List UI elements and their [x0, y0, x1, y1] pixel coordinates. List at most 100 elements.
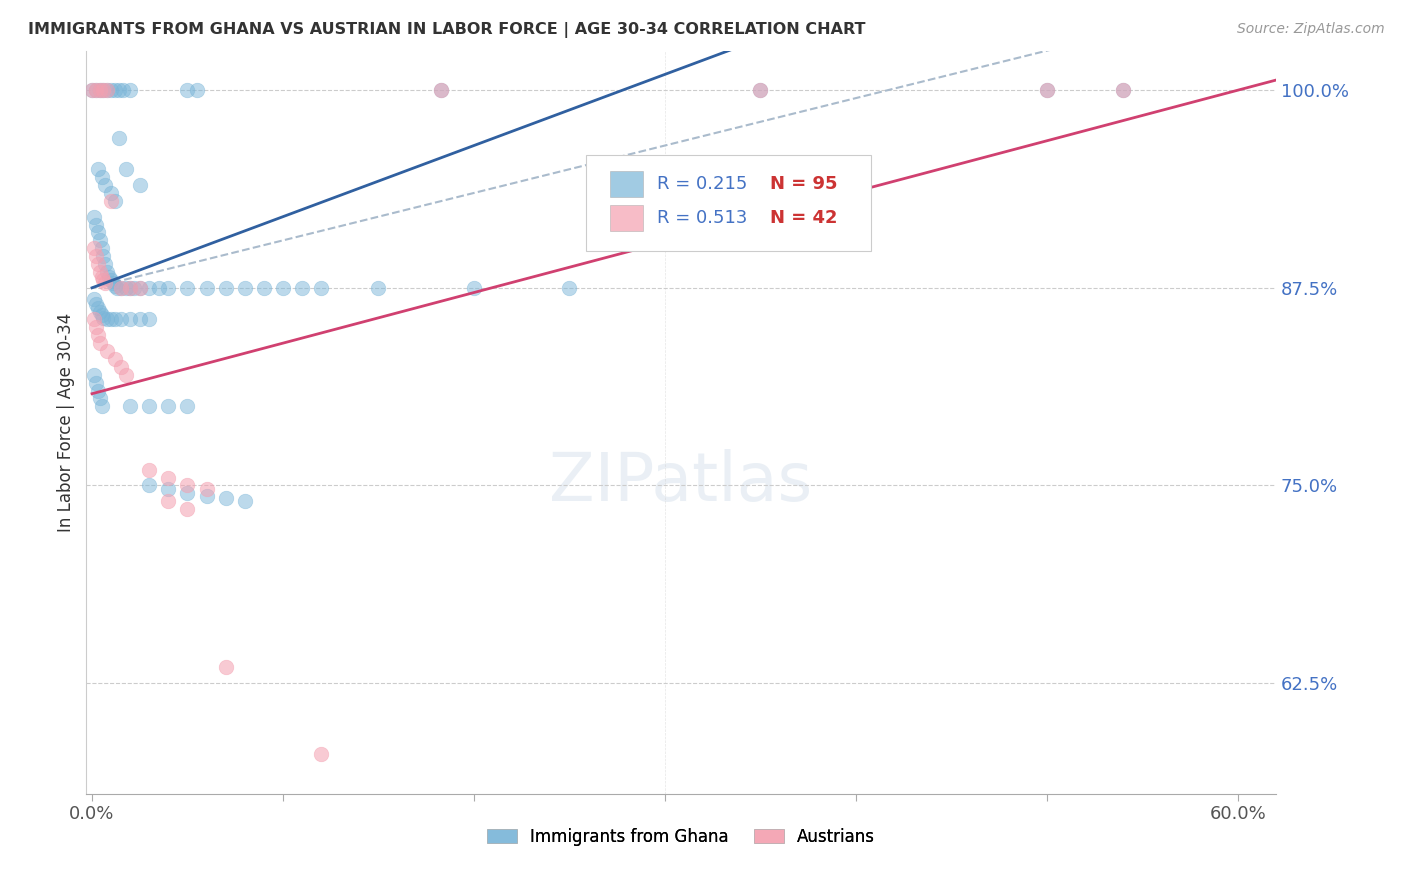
- Point: [271, 281, 294, 295]
- Text: R = 0.513: R = 0.513: [658, 209, 748, 227]
- Point: [176, 83, 198, 97]
- Point: [94, 257, 117, 271]
- Point: [110, 281, 132, 295]
- Point: [176, 486, 198, 500]
- Point: [104, 312, 127, 326]
- Point: [89, 83, 111, 97]
- Point: [104, 279, 127, 293]
- Point: [87, 384, 110, 398]
- Point: [90, 308, 112, 322]
- Point: [215, 491, 238, 505]
- Point: [309, 281, 332, 295]
- Point: [98, 269, 121, 284]
- Point: [215, 660, 238, 674]
- Point: [84, 249, 107, 263]
- Point: [195, 281, 218, 295]
- Point: [128, 178, 150, 192]
- Point: [87, 301, 110, 316]
- Point: [120, 312, 142, 326]
- Point: [94, 178, 117, 192]
- Point: [90, 400, 112, 414]
- Point: [96, 344, 118, 359]
- Point: [176, 502, 198, 516]
- Point: [89, 233, 111, 247]
- Text: R = 0.215: R = 0.215: [658, 176, 748, 194]
- Point: [138, 478, 160, 492]
- Point: [89, 392, 111, 406]
- Point: [157, 400, 180, 414]
- Point: [463, 281, 485, 295]
- Point: [430, 83, 453, 97]
- Point: [110, 312, 132, 326]
- Point: [186, 83, 208, 97]
- Point: [367, 281, 389, 295]
- Point: [84, 376, 107, 390]
- Point: [93, 83, 115, 97]
- Point: [138, 281, 160, 295]
- Point: [94, 276, 117, 290]
- Point: [110, 281, 132, 295]
- Point: [157, 494, 180, 508]
- Text: N = 95: N = 95: [770, 176, 838, 194]
- Point: [89, 265, 111, 279]
- Point: [93, 273, 115, 287]
- Text: N = 42: N = 42: [770, 209, 838, 227]
- Point: [84, 320, 107, 334]
- Point: [96, 83, 118, 97]
- Point: [87, 328, 110, 343]
- Point: [89, 336, 111, 351]
- Point: [176, 478, 198, 492]
- Point: [93, 249, 115, 263]
- Point: [157, 470, 180, 484]
- Point: [90, 170, 112, 185]
- Point: [87, 162, 110, 177]
- Point: [291, 281, 314, 295]
- Point: [100, 186, 122, 200]
- Point: [83, 292, 105, 306]
- Point: [83, 241, 105, 255]
- Point: [1112, 83, 1135, 97]
- Text: Source: ZipAtlas.com: Source: ZipAtlas.com: [1237, 22, 1385, 37]
- Text: ZIPatlas: ZIPatlas: [550, 449, 813, 515]
- Point: [100, 312, 122, 326]
- Point: [100, 83, 122, 97]
- Point: [195, 482, 218, 496]
- Point: [309, 747, 332, 761]
- Point: [233, 494, 256, 508]
- Point: [128, 312, 150, 326]
- Point: [83, 368, 105, 382]
- Point: [138, 400, 160, 414]
- Point: [120, 281, 142, 295]
- Point: [233, 281, 256, 295]
- Point: [115, 368, 138, 382]
- Bar: [610, 205, 643, 231]
- Point: [84, 83, 107, 97]
- Point: [157, 482, 180, 496]
- Point: [96, 83, 118, 97]
- Point: [128, 281, 150, 295]
- Point: [120, 400, 142, 414]
- Point: [84, 296, 107, 310]
- Point: [104, 194, 127, 208]
- FancyBboxPatch shape: [586, 154, 872, 252]
- Point: [115, 281, 138, 295]
- Point: [89, 83, 111, 97]
- Point: [138, 462, 160, 476]
- Point: [101, 276, 124, 290]
- Point: [253, 281, 276, 295]
- Point: [89, 304, 111, 318]
- Point: [100, 273, 122, 287]
- Point: [84, 218, 107, 232]
- Point: [80, 83, 103, 97]
- Point: [120, 83, 142, 97]
- Point: [138, 312, 160, 326]
- Point: [83, 312, 105, 326]
- Point: [84, 83, 107, 97]
- Text: IMMIGRANTS FROM GHANA VS AUSTRIAN IN LABOR FORCE | AGE 30-34 CORRELATION CHART: IMMIGRANTS FROM GHANA VS AUSTRIAN IN LAB…: [28, 22, 866, 38]
- Point: [87, 257, 110, 271]
- Point: [157, 281, 180, 295]
- Point: [128, 281, 150, 295]
- Point: [90, 269, 112, 284]
- Point: [120, 281, 142, 295]
- Point: [87, 226, 110, 240]
